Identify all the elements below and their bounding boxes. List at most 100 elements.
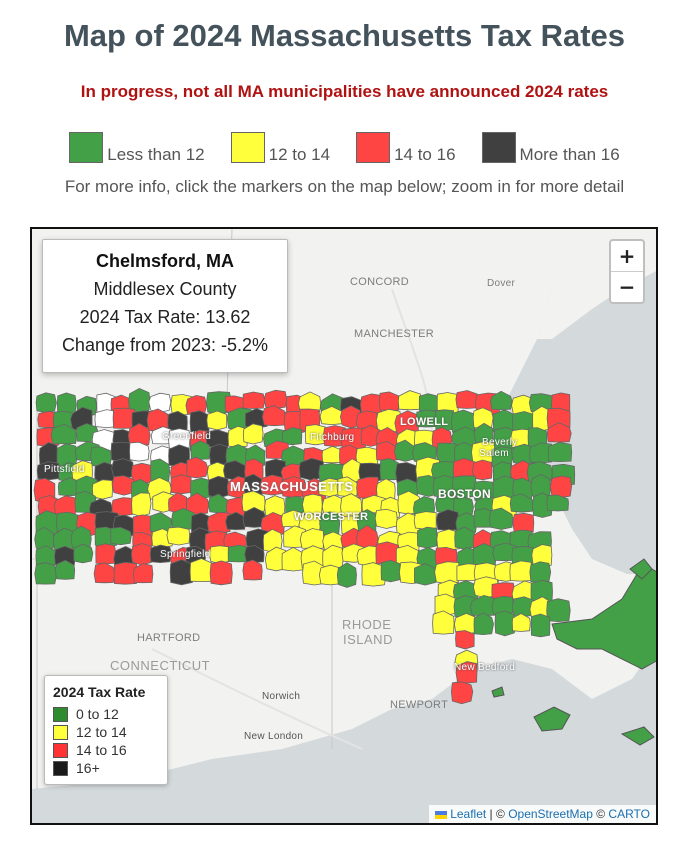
town-polygon[interactable] <box>34 526 55 552</box>
town-polygon[interactable] <box>241 490 266 514</box>
town-polygon[interactable] <box>546 494 569 512</box>
town-polygon[interactable] <box>509 560 533 582</box>
town-polygon[interactable] <box>319 511 341 537</box>
map-container[interactable]: CONCORD Dover MANCHESTER LOWELL Beverly … <box>30 227 658 825</box>
town-polygon[interactable] <box>131 492 152 517</box>
town-polygon[interactable] <box>531 544 553 567</box>
town-polygon[interactable] <box>380 559 401 583</box>
zoom-out-button[interactable]: − <box>618 275 636 299</box>
town-polygon[interactable] <box>455 512 478 534</box>
map-basemap[interactable] <box>32 229 658 825</box>
town-polygon[interactable] <box>511 613 531 632</box>
town-polygon[interactable] <box>73 543 94 564</box>
town-polygon[interactable] <box>110 526 132 546</box>
town-polygon[interactable] <box>413 563 438 586</box>
cape-tip[interactable] <box>629 558 653 580</box>
town-polygon[interactable] <box>93 562 116 584</box>
town-polygon[interactable] <box>128 387 151 413</box>
town-polygon[interactable] <box>242 391 266 409</box>
town-polygon[interactable] <box>263 389 288 409</box>
town-polygon[interactable] <box>361 562 387 587</box>
town-polygon[interactable] <box>455 630 475 650</box>
town-polygon[interactable] <box>490 390 513 411</box>
town-polygon[interactable] <box>127 423 151 446</box>
town-polygon[interactable] <box>168 444 190 467</box>
town-polygon[interactable] <box>56 392 77 415</box>
town-polygon[interactable] <box>189 410 210 434</box>
town-polygon[interactable] <box>169 559 194 586</box>
town-polygon[interactable] <box>529 442 553 464</box>
town-polygon[interactable] <box>50 423 77 445</box>
town-polygon[interactable] <box>378 391 400 411</box>
elizabeth-islands[interactable] <box>491 686 505 698</box>
town-polygon[interactable] <box>472 407 494 431</box>
town-polygon[interactable] <box>547 441 573 463</box>
town-polygon[interactable] <box>95 543 117 565</box>
town-polygon[interactable] <box>374 508 398 529</box>
marthas-vineyard[interactable] <box>533 706 571 732</box>
town-polygon[interactable] <box>242 559 263 581</box>
town-polygon[interactable] <box>418 393 439 412</box>
town-polygon[interactable] <box>150 458 171 485</box>
town-polygon[interactable] <box>113 561 139 585</box>
osm-link[interactable]: OpenStreetMap <box>508 807 593 821</box>
town-polygon[interactable] <box>149 544 172 564</box>
town-polygon[interactable] <box>530 613 551 638</box>
town-polygon[interactable] <box>244 408 269 429</box>
town-polygon[interactable] <box>509 493 535 513</box>
town-polygon[interactable] <box>281 427 303 446</box>
town-polygon[interactable] <box>494 610 517 637</box>
town-polygon[interactable] <box>473 422 494 445</box>
nantucket[interactable] <box>620 726 655 746</box>
town-polygon[interactable] <box>186 456 209 479</box>
town-polygon[interactable] <box>455 390 479 409</box>
town-polygon[interactable] <box>34 562 58 585</box>
town-polygon[interactable] <box>434 561 461 585</box>
town-polygon[interactable] <box>413 511 437 530</box>
town-polygon[interactable] <box>35 392 57 414</box>
town-popup[interactable]: Chelmsford, MA Middlesex County 2024 Tax… <box>42 239 288 373</box>
town-polygon[interactable] <box>206 410 228 431</box>
town-polygon[interactable] <box>91 479 113 500</box>
town-polygon[interactable] <box>336 562 357 588</box>
cape-cod[interactable] <box>551 568 658 670</box>
town-polygon[interactable] <box>206 511 232 535</box>
town-polygon[interactable] <box>130 543 153 566</box>
town-polygon[interactable] <box>546 407 571 430</box>
town-polygon[interactable] <box>472 459 493 481</box>
town-polygon[interactable] <box>529 561 552 583</box>
town-polygon[interactable] <box>132 514 153 538</box>
town-polygon[interactable] <box>436 528 461 551</box>
leaflet-link[interactable]: Leaflet <box>450 807 487 821</box>
town-polygon[interactable] <box>549 475 573 499</box>
town-polygon[interactable] <box>54 559 76 580</box>
town-polygon[interactable] <box>336 476 359 497</box>
town-polygon[interactable] <box>297 391 322 413</box>
town-polygon[interactable] <box>432 610 455 635</box>
town-polygon[interactable] <box>397 478 419 497</box>
town-polygon[interactable] <box>186 492 210 516</box>
town-polygon[interactable] <box>546 422 572 443</box>
town-polygon[interactable] <box>148 392 172 414</box>
ma-town-polygons[interactable] <box>33 387 576 705</box>
town-polygon[interactable] <box>299 528 325 549</box>
town-polygon[interactable] <box>225 511 247 531</box>
town-polygon[interactable] <box>133 563 154 584</box>
town-polygon[interactable] <box>416 526 438 549</box>
town-polygon[interactable] <box>488 507 514 530</box>
town-polygon[interactable] <box>546 598 571 623</box>
carto-link[interactable]: CARTO <box>608 807 650 821</box>
town-polygon[interactable] <box>190 440 211 460</box>
town-polygon[interactable] <box>473 612 494 636</box>
town-polygon[interactable] <box>244 545 265 563</box>
town-polygon[interactable] <box>243 473 263 496</box>
town-polygon[interactable] <box>358 462 384 482</box>
town-polygon[interactable] <box>227 425 248 448</box>
zoom-in-button[interactable]: + <box>611 241 643 272</box>
town-polygon[interactable] <box>512 512 535 535</box>
town-polygon[interactable] <box>450 681 474 705</box>
town-polygon[interactable] <box>209 560 233 586</box>
town-polygon[interactable] <box>166 526 191 546</box>
town-polygon[interactable] <box>129 441 150 462</box>
town-polygon[interactable] <box>170 474 193 495</box>
